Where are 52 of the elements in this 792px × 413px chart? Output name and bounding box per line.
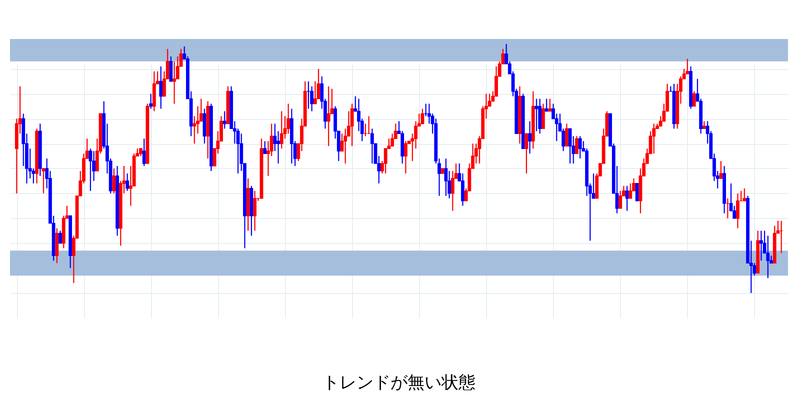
candlestick: [55, 228, 59, 264]
candlestick: [149, 93, 153, 110]
candlestick: [172, 60, 176, 104]
candlestick: [370, 128, 374, 164]
candlestick: [42, 168, 46, 194]
candlestick: [635, 183, 639, 202]
candlestick: [548, 98, 552, 112]
candlestick: [404, 140, 408, 174]
candlestick: [152, 70, 156, 112]
candlestick: [628, 182, 632, 199]
candlestick: [400, 130, 404, 164]
candlestick: [578, 136, 582, 160]
candlestick: [742, 188, 746, 202]
candlestick: [263, 140, 267, 154]
candlestick: [719, 160, 723, 179]
candlestick: [58, 230, 62, 244]
candlestick: [88, 148, 92, 192]
candlestick: [528, 120, 532, 154]
candlestick: [538, 98, 542, 134]
candlestick: [310, 86, 314, 112]
candlestick: [390, 133, 394, 147]
candlestick: [169, 56, 173, 82]
candlestick: [126, 172, 130, 192]
candlestick: [450, 170, 454, 212]
candlestick: [652, 123, 656, 154]
candlestick: [692, 90, 696, 107]
candlestick: [760, 230, 763, 262]
candlestick: [618, 190, 622, 209]
candlestick: [444, 158, 448, 196]
candlestick: [542, 103, 545, 130]
candlestick: [344, 128, 348, 164]
candlestick: [732, 205, 736, 219]
candlestick: [142, 138, 146, 167]
candlestick: [461, 172, 464, 206]
candlestick: [575, 136, 578, 154]
candlestick: [286, 103, 290, 134]
candlestick: [564, 123, 568, 147]
candlestick: [159, 66, 163, 110]
candlestick: [276, 130, 280, 164]
candlestick: [313, 80, 317, 104]
candlestick: [625, 185, 629, 212]
candlestick: [736, 192, 740, 229]
candlestick: [222, 110, 226, 130]
candlestick: [326, 86, 330, 147]
candlestick: [280, 110, 284, 150]
candlestick: [766, 235, 770, 279]
candlestick: [384, 148, 388, 174]
candlestick: [253, 190, 256, 232]
text: トレンドが無い状態: [322, 373, 476, 393]
candlestick: [112, 168, 116, 194]
candlestick: [524, 133, 528, 174]
candlestick: [568, 128, 572, 164]
